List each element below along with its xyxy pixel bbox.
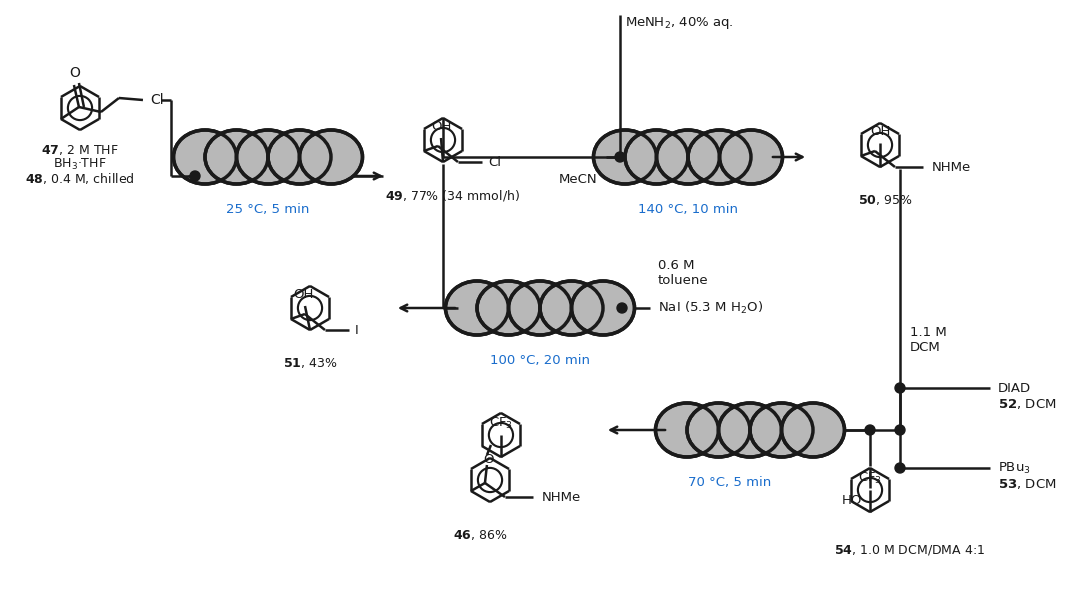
Text: $\mathbf{53}$, DCM: $\mathbf{53}$, DCM (998, 477, 1056, 491)
Ellipse shape (299, 130, 363, 184)
Ellipse shape (688, 130, 751, 184)
Text: $\mathbf{51}$, 43%: $\mathbf{51}$, 43% (283, 356, 337, 370)
Ellipse shape (205, 130, 268, 184)
Circle shape (895, 463, 905, 473)
Text: O: O (484, 452, 495, 465)
Circle shape (617, 303, 627, 313)
Text: NHMe: NHMe (541, 491, 581, 504)
Ellipse shape (718, 403, 782, 457)
Circle shape (895, 425, 905, 435)
Ellipse shape (657, 130, 719, 184)
Ellipse shape (656, 403, 718, 457)
Circle shape (865, 425, 875, 435)
Ellipse shape (571, 281, 635, 335)
Text: $\mathbf{47}$, 2 M THF: $\mathbf{47}$, 2 M THF (41, 143, 119, 157)
Text: HO: HO (841, 494, 862, 507)
Text: 0.6 M
toluene: 0.6 M toluene (658, 259, 708, 287)
Text: O: O (69, 66, 80, 80)
Text: DIAD: DIAD (998, 381, 1031, 394)
Ellipse shape (268, 130, 330, 184)
Ellipse shape (750, 403, 813, 457)
Ellipse shape (445, 281, 509, 335)
Circle shape (190, 171, 200, 181)
Text: 100 °C, 20 min: 100 °C, 20 min (490, 353, 590, 366)
Text: NaI (5.3 M H$_2$O): NaI (5.3 M H$_2$O) (658, 300, 762, 316)
Text: CF$_3$: CF$_3$ (858, 471, 882, 485)
Ellipse shape (237, 130, 299, 184)
Circle shape (615, 152, 625, 162)
Text: Cl: Cl (150, 93, 164, 107)
Text: $\mathbf{52}$, DCM: $\mathbf{52}$, DCM (998, 397, 1056, 411)
Ellipse shape (687, 403, 750, 457)
Text: 25 °C, 5 min: 25 °C, 5 min (227, 202, 310, 215)
Text: OH: OH (869, 124, 890, 137)
Text: PBu$_3$: PBu$_3$ (998, 461, 1030, 475)
Text: BH$_3$·THF: BH$_3$·THF (53, 156, 107, 172)
Text: $\mathbf{50}$, 95%: $\mathbf{50}$, 95% (858, 193, 913, 207)
Ellipse shape (719, 130, 783, 184)
Text: 70 °C, 5 min: 70 °C, 5 min (688, 475, 771, 488)
Text: I: I (355, 323, 359, 336)
Text: Cl: Cl (488, 156, 501, 169)
Ellipse shape (625, 130, 688, 184)
Ellipse shape (174, 130, 237, 184)
Ellipse shape (540, 281, 603, 335)
Text: OH: OH (293, 288, 313, 301)
Text: $\mathbf{46}$, 86%: $\mathbf{46}$, 86% (453, 528, 508, 542)
Text: MeNH$_2$, 40% aq.: MeNH$_2$, 40% aq. (625, 15, 733, 31)
Text: NHMe: NHMe (931, 160, 971, 173)
Ellipse shape (509, 281, 571, 335)
Text: OH: OH (431, 120, 451, 133)
Text: $\mathbf{49}$, 77% (34 mmol/h): $\mathbf{49}$, 77% (34 mmol/h) (386, 188, 521, 202)
Text: $\mathbf{48}$, 0.4 M, chilled: $\mathbf{48}$, 0.4 M, chilled (25, 170, 135, 185)
Ellipse shape (477, 281, 540, 335)
Circle shape (895, 383, 905, 393)
Ellipse shape (594, 130, 657, 184)
Text: $\mathbf{54}$, 1.0 M DCM/DMA 4:1: $\mathbf{54}$, 1.0 M DCM/DMA 4:1 (835, 543, 986, 557)
Text: MeCN: MeCN (558, 172, 597, 185)
Ellipse shape (782, 403, 845, 457)
Text: 140 °C, 10 min: 140 °C, 10 min (638, 202, 738, 215)
Text: 1.1 M
DCM: 1.1 M DCM (910, 326, 947, 354)
Text: CF$_3$: CF$_3$ (489, 416, 513, 430)
